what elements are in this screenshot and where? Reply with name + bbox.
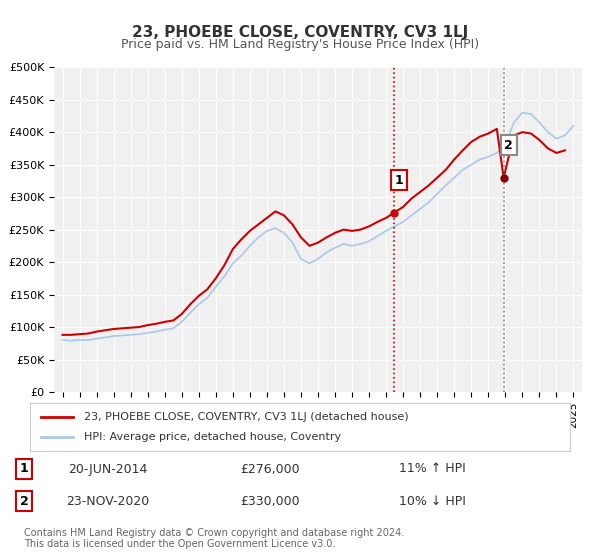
- Text: 20-JUN-2014: 20-JUN-2014: [68, 463, 148, 475]
- Text: 1: 1: [20, 463, 28, 475]
- Text: Contains HM Land Registry data © Crown copyright and database right 2024.
This d: Contains HM Land Registry data © Crown c…: [24, 528, 404, 549]
- Text: Price paid vs. HM Land Registry's House Price Index (HPI): Price paid vs. HM Land Registry's House …: [121, 38, 479, 51]
- Text: 2: 2: [20, 494, 28, 508]
- Text: £330,000: £330,000: [240, 494, 300, 508]
- Text: 23, PHOEBE CLOSE, COVENTRY, CV3 1LJ: 23, PHOEBE CLOSE, COVENTRY, CV3 1LJ: [132, 25, 468, 40]
- Text: 10% ↓ HPI: 10% ↓ HPI: [398, 494, 466, 508]
- Text: HPI: Average price, detached house, Coventry: HPI: Average price, detached house, Cove…: [84, 432, 341, 442]
- Text: 2: 2: [505, 139, 513, 152]
- Text: 1: 1: [395, 174, 404, 186]
- Text: 11% ↑ HPI: 11% ↑ HPI: [398, 463, 466, 475]
- Text: 23, PHOEBE CLOSE, COVENTRY, CV3 1LJ (detached house): 23, PHOEBE CLOSE, COVENTRY, CV3 1LJ (det…: [84, 412, 409, 422]
- Text: 23-NOV-2020: 23-NOV-2020: [67, 494, 149, 508]
- Text: £276,000: £276,000: [240, 463, 300, 475]
